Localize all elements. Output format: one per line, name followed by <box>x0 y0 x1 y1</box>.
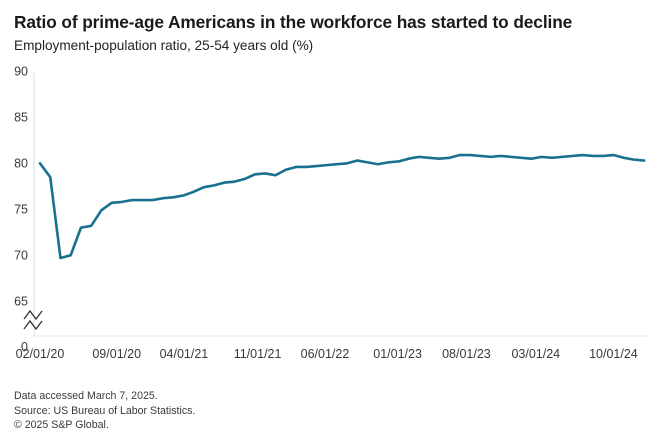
svg-text:80: 80 <box>14 157 28 171</box>
svg-text:11/01/21: 11/01/21 <box>234 347 282 360</box>
svg-text:10/01/24: 10/01/24 <box>589 347 638 360</box>
svg-text:06/01/22: 06/01/22 <box>301 347 350 360</box>
svg-text:01/01/23: 01/01/23 <box>373 347 422 360</box>
svg-text:02/01/20: 02/01/20 <box>16 347 65 360</box>
svg-text:03/01/24: 03/01/24 <box>511 347 560 360</box>
svg-text:70: 70 <box>14 249 28 263</box>
svg-text:65: 65 <box>14 295 28 309</box>
svg-text:90: 90 <box>14 65 28 79</box>
svg-text:75: 75 <box>14 203 28 217</box>
svg-text:08/01/23: 08/01/23 <box>442 347 491 360</box>
svg-text:09/01/20: 09/01/20 <box>92 347 141 360</box>
svg-text:85: 85 <box>14 111 28 125</box>
svg-text:04/01/21: 04/01/21 <box>160 347 209 360</box>
